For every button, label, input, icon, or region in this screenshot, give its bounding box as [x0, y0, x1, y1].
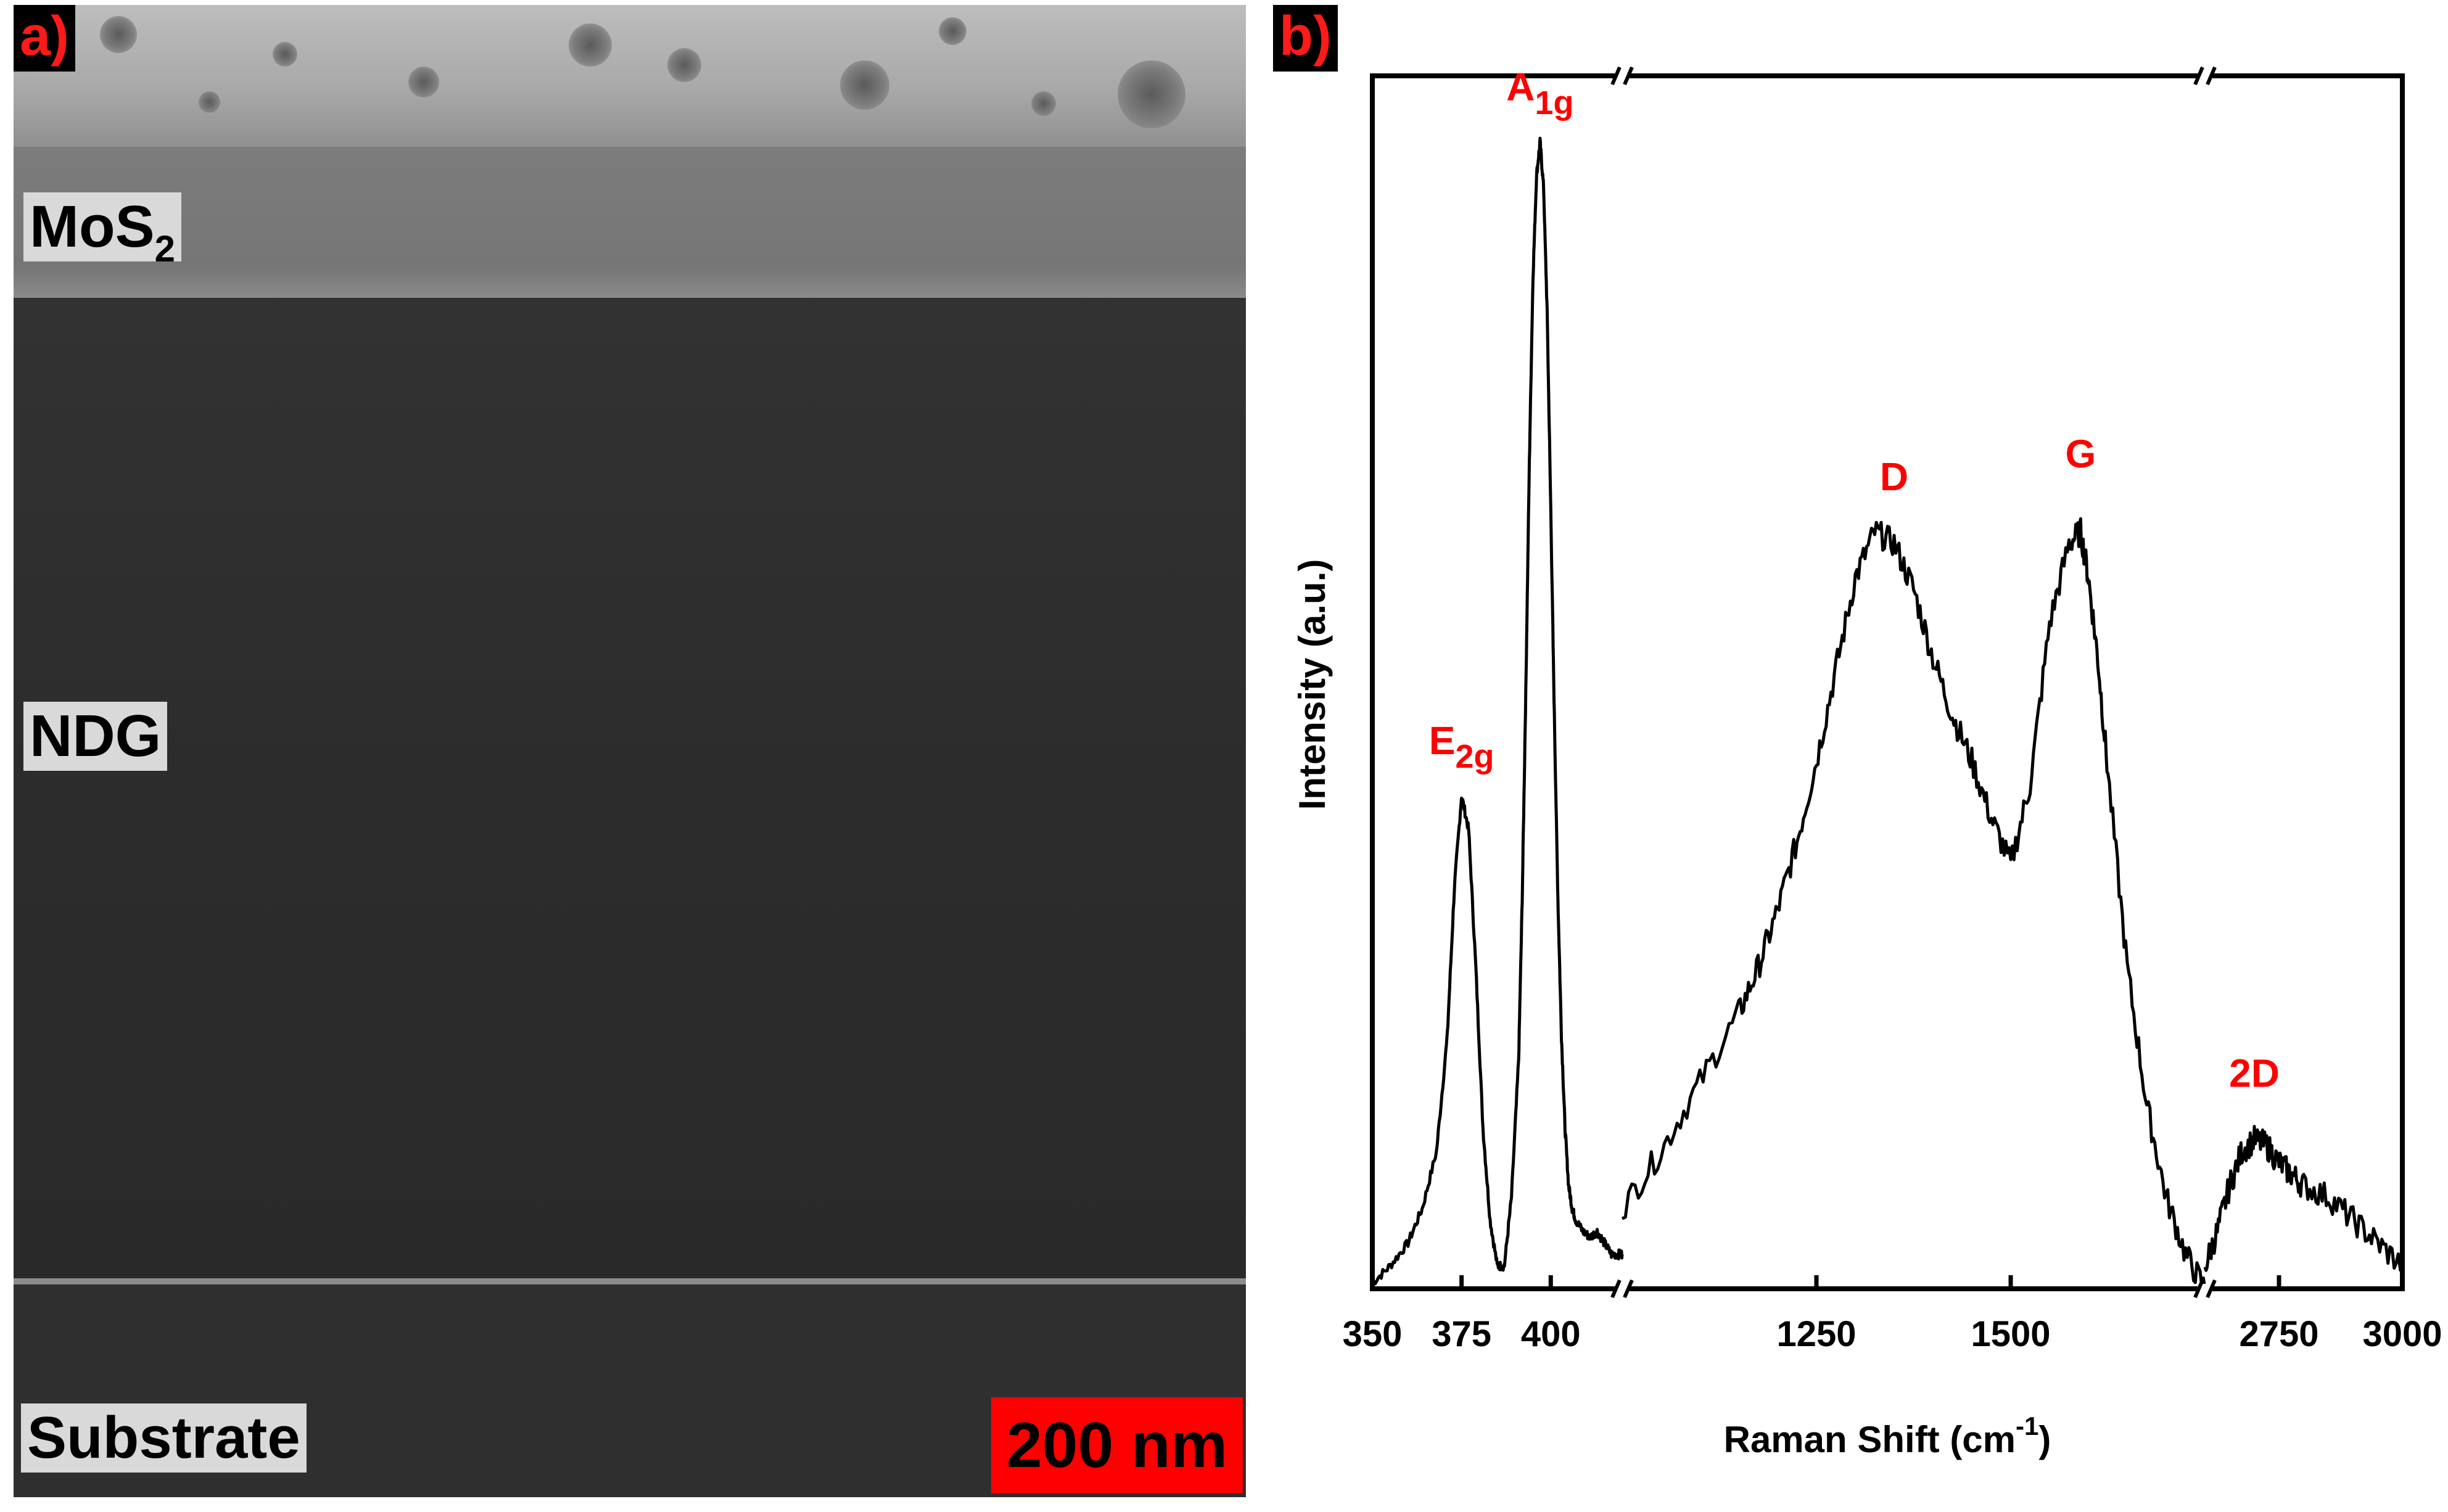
x-axis-title-main: Raman Shift (cm [1724, 1419, 2016, 1460]
mos2-label-main: MoS [30, 194, 155, 260]
interface-line [14, 1278, 1246, 1284]
panel-b-letter: b) [1273, 5, 1338, 72]
axis-break-mark [2193, 66, 2204, 86]
axis-break-mark [1623, 66, 1634, 86]
substrate-label: Substrate [21, 1403, 307, 1473]
axis-breaks [1610, 66, 2217, 1299]
x-ticks: 350 375 400 1250 1500 2750 3000 [1343, 1275, 2442, 1354]
x-axis-title: Raman Shift (cm-1) [1724, 1411, 2051, 1460]
x-tick-label: 350 [1343, 1314, 1403, 1354]
axis-break-mark [2193, 1279, 2204, 1299]
axis-break-mark [2206, 66, 2217, 86]
raman-chart: 350 375 400 1250 1500 2750 3000 E2g A1g D G 2D Ram… [1292, 65, 2442, 1460]
mos2-layer [14, 147, 1246, 298]
x-tick-label: 400 [1521, 1314, 1581, 1354]
y-axis-title: Intensity (a.u.) [1292, 559, 1333, 810]
spectrum-series-2 [2203, 1125, 2404, 1272]
axis-break-mark [1610, 66, 1622, 86]
x-tick-label: 375 [1432, 1314, 1491, 1354]
peak-label-g: G [2066, 432, 2096, 476]
peak-labels: E2g A1g D G 2D [1429, 65, 2280, 1096]
scale-bar: 200 nm [991, 1397, 1243, 1494]
x-axis-title-close: ) [2038, 1419, 2051, 1460]
x-tick-label: 1500 [1971, 1314, 2050, 1354]
top-coating-layer [14, 5, 1246, 147]
panel-a-letter: a) [14, 5, 76, 72]
spectrum-series-0 [1370, 136, 1624, 1286]
plot-frame [1370, 73, 2405, 1291]
mos2-label-subscript: 2 [154, 228, 176, 269]
peak-label-a1g: A1g [1506, 65, 1573, 121]
spectrum-lines [1370, 136, 2404, 1289]
x-tick-label: 2750 [2239, 1314, 2318, 1354]
ndg-label: NDG [23, 702, 168, 771]
scale-bar-label: 200 nm [1006, 1409, 1228, 1481]
mos2-label: MoS2 [23, 192, 182, 268]
sem-image [14, 5, 1246, 1497]
axis-break-mark [1623, 1279, 1634, 1299]
ndg-layer [14, 298, 1246, 1278]
x-tick-label: 3000 [2362, 1314, 2442, 1354]
x-tick-label: 1250 [1776, 1314, 1856, 1354]
spectrum-series-1 [1621, 517, 2207, 1289]
peak-label-2d: 2D [2229, 1051, 2280, 1095]
peak-label-e2g: E2g [1429, 718, 1494, 775]
peak-label-d: D [1880, 454, 1908, 499]
axis-break-mark [2206, 1279, 2217, 1299]
axis-break-mark [1610, 1279, 1622, 1299]
x-axis-title-sup: -1 [2016, 1411, 2038, 1440]
